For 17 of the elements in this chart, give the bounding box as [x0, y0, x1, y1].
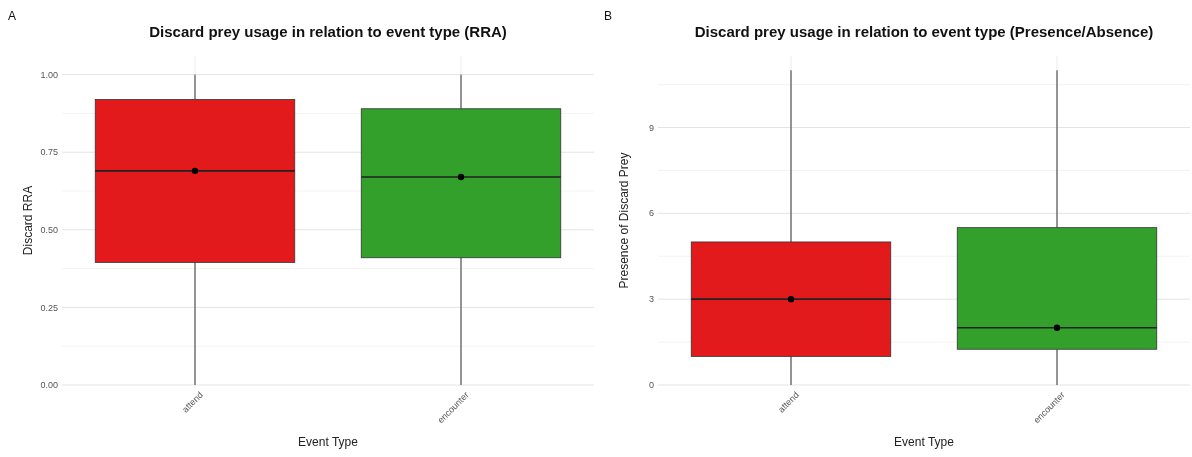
y-tick-label: 0.00	[40, 380, 58, 391]
chart-title: Discard prey usage in relation to event type (Presence/Absence)	[694, 23, 1154, 40]
y-tick-label: 1.00	[40, 69, 58, 80]
y-tick-label: 6	[648, 208, 654, 219]
y-tick-label: 0.25	[40, 302, 58, 313]
y-axis-title: Discard RRA	[21, 185, 35, 256]
y-axis-title: Presence of Discard Prey	[617, 152, 631, 289]
x-axis-title: Event Type	[298, 435, 359, 449]
chart-title: Discard prey usage in relation to event type (RRA)	[149, 23, 507, 40]
y-tick-label: 0	[648, 380, 654, 391]
x-axis-title: Event Type	[894, 435, 955, 449]
y-tick-label: 3	[648, 294, 654, 305]
y-tick-label: 9	[648, 122, 654, 133]
text: B	[604, 9, 613, 23]
y-tick-label: 0.75	[40, 147, 58, 158]
text: A	[8, 9, 17, 23]
y-tick-label: 0.50	[40, 224, 58, 235]
